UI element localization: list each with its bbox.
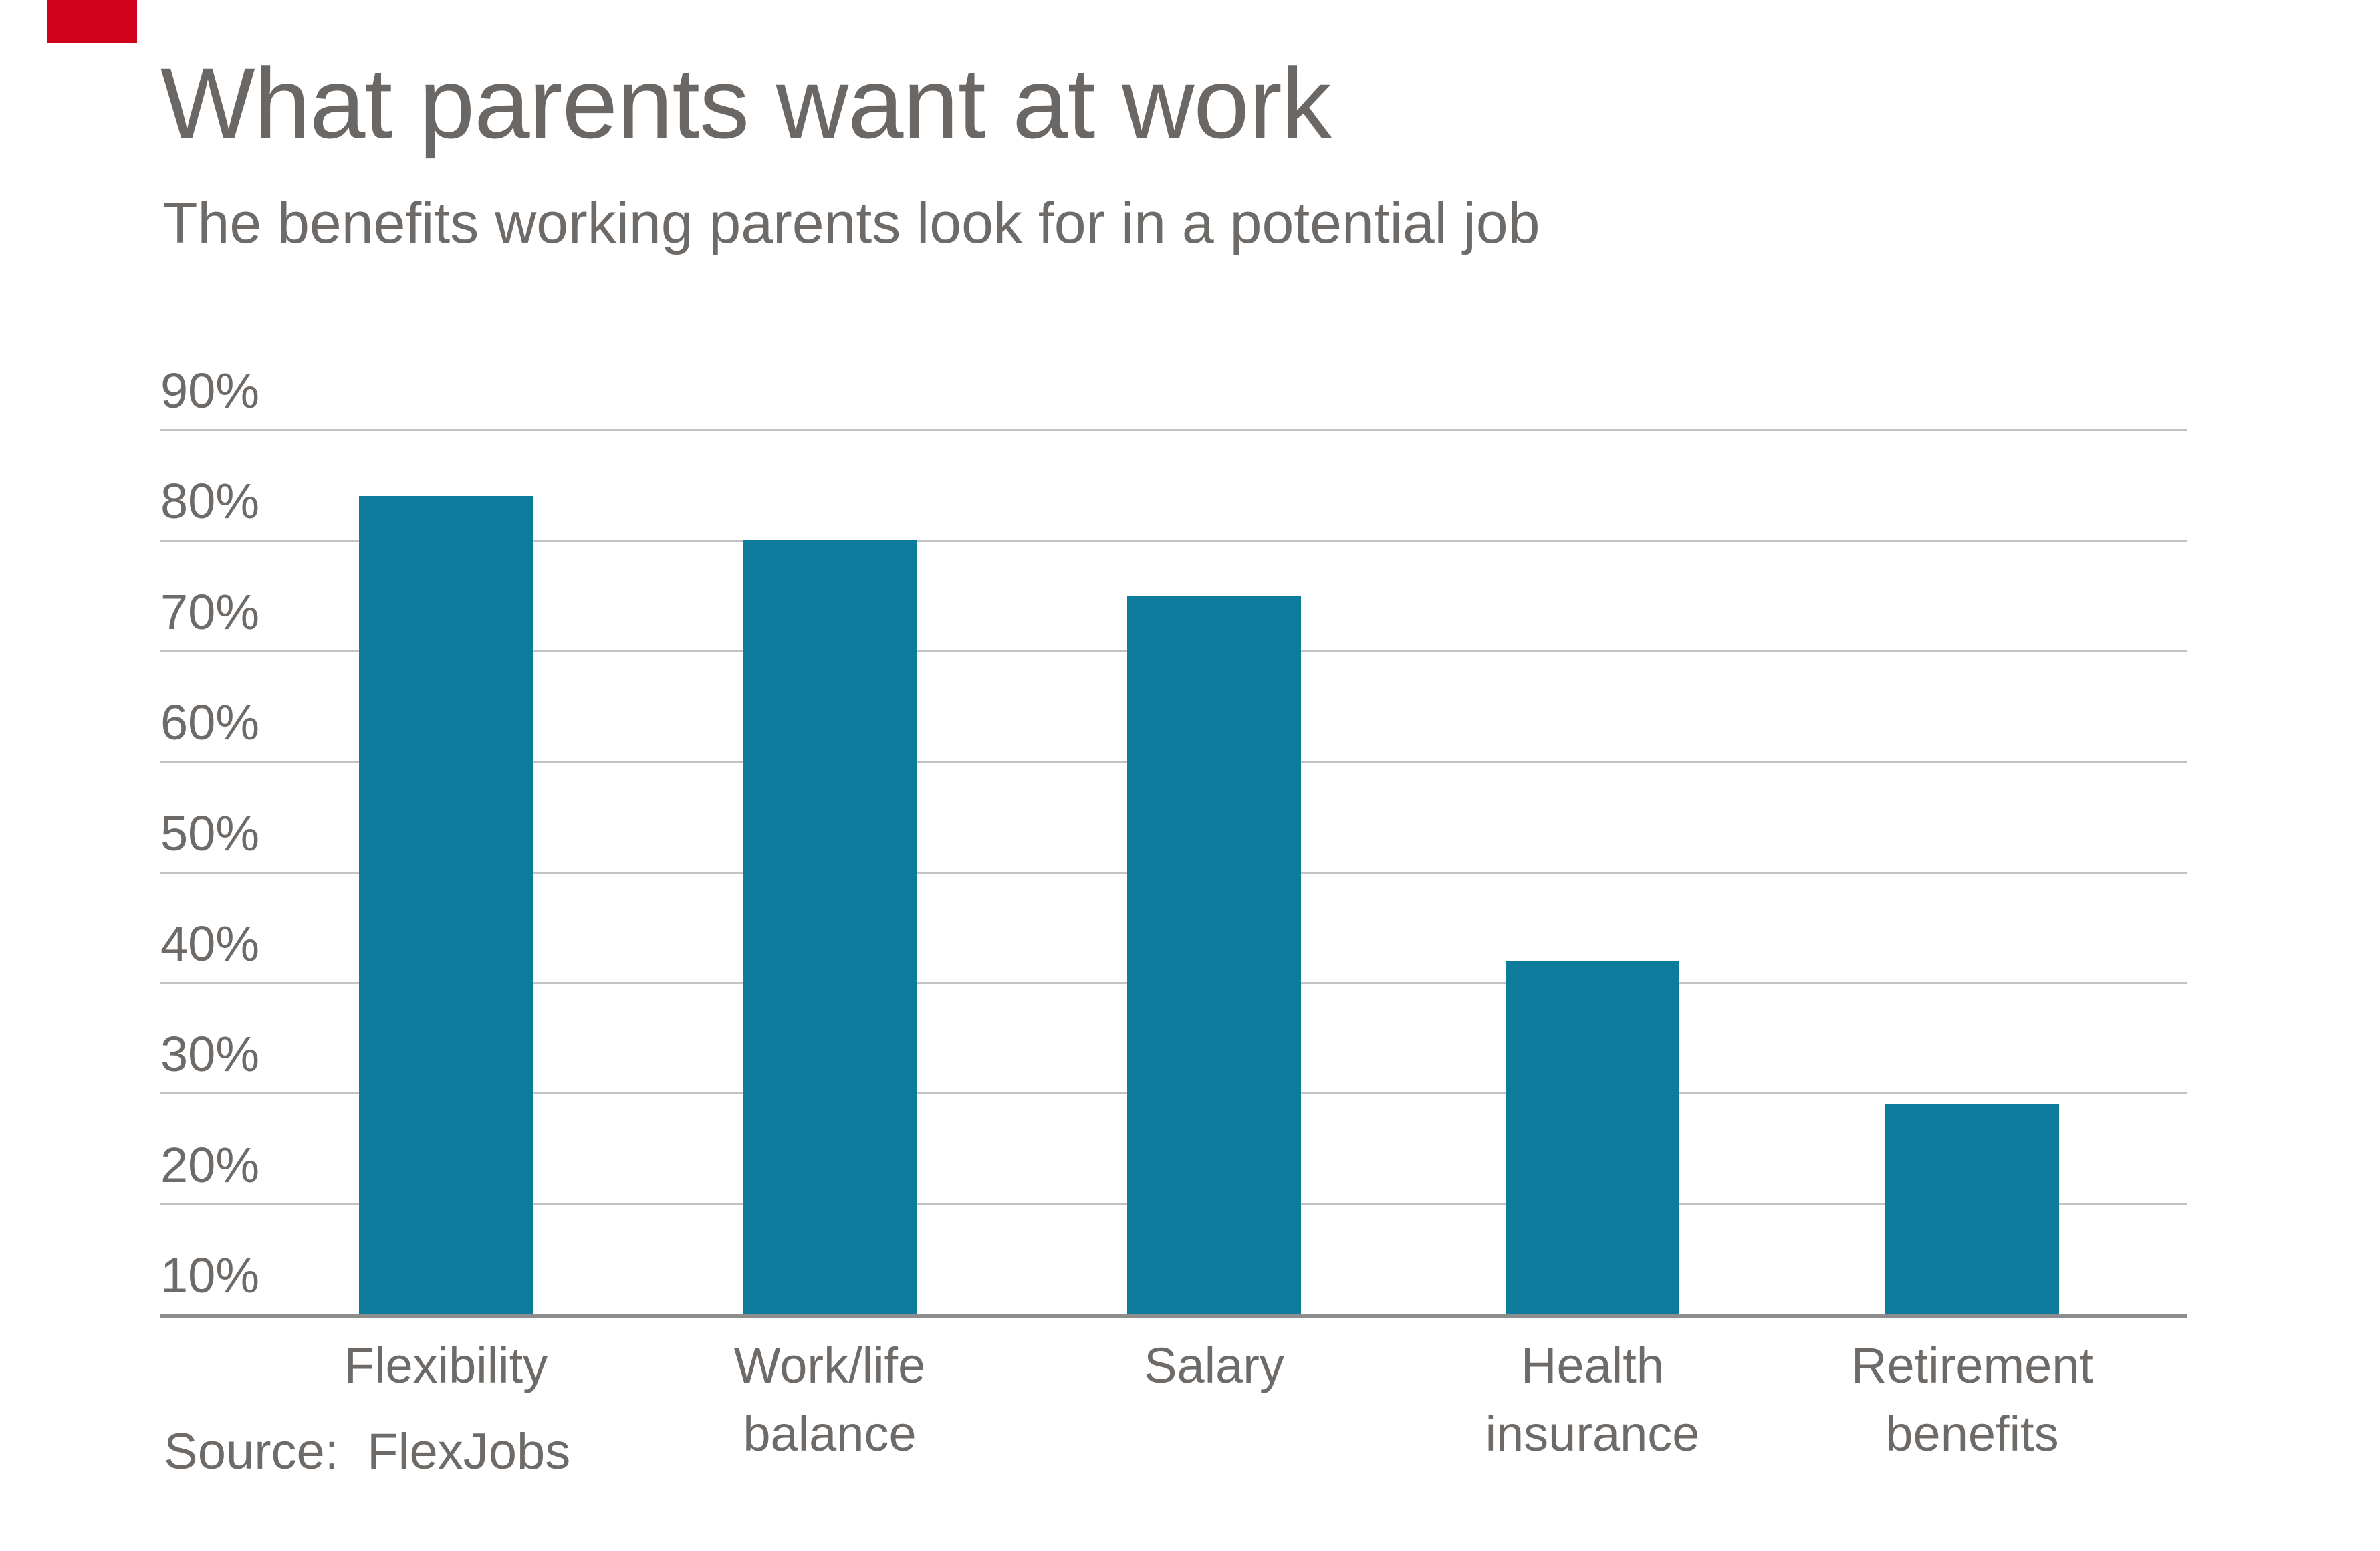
y-tick-label-90: 90% [160,363,260,419]
x-axis-baseline [160,1314,2187,1318]
x-category-label-salary: Salary [1144,1338,1284,1393]
x-category-label-health-insurance: Health insurance [1485,1338,1700,1461]
y-tick-label-60: 60% [160,695,260,751]
bar-retirement-benefits [1885,1104,2059,1314]
y-tick-label-40: 40% [160,915,260,971]
bar-salary [1127,596,1301,1314]
source-note: Source: FlexJobs [164,1423,571,1480]
y-tick-label-30: 30% [160,1026,260,1082]
y-tick-label-50: 50% [160,805,260,861]
x-category-label-flexibility: Flexibility [344,1338,548,1393]
y-tick-label-10: 10% [160,1247,260,1303]
chart-subtitle: The benefits working parents look for in… [162,191,1540,255]
bar-work-life-balance [743,540,917,1314]
gridline-90 [160,429,2187,431]
chart-title: What parents want at work [160,47,1332,159]
y-tick-label-20: 20% [160,1137,260,1193]
x-category-label-retirement-benefits: Retirement benefits [1851,1338,2093,1461]
bar-health-insurance [1506,960,1679,1314]
y-tick-label-80: 80% [160,473,260,529]
x-category-label-work-life-balance: Work/life balance [733,1338,926,1461]
y-tick-label-70: 70% [160,584,260,640]
bar-flexibility [359,496,533,1314]
gridline-80 [160,540,2187,542]
brand-accent-mark [47,0,137,43]
